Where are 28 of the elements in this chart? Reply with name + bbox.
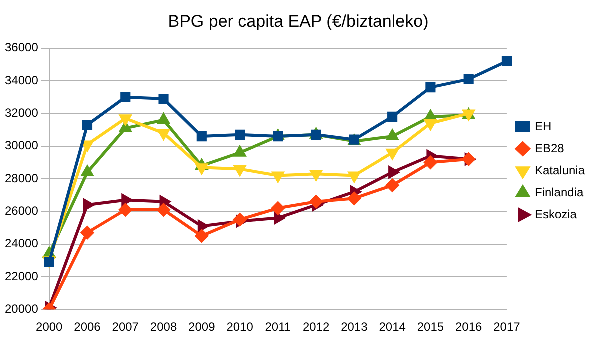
y-tick-label: 30000: [4, 138, 39, 153]
x-tick-label: 2014: [379, 320, 406, 334]
y-tick-label: 24000: [4, 236, 39, 251]
chart-title: BPG per capita EAP (€/biztanleko): [168, 12, 429, 31]
x-tick-label: 2010: [226, 320, 254, 334]
x-tick-label: 2015: [417, 320, 444, 334]
x-tick-label: 2017: [494, 320, 521, 334]
y-tick-label: 28000: [4, 171, 39, 186]
legend-label: EB28: [534, 141, 565, 156]
y-tick-label: 32000: [4, 106, 39, 120]
y-tick-label: 22000: [4, 269, 39, 284]
x-tick-label: 2008: [150, 320, 178, 334]
x-tick-label: 2013: [341, 320, 368, 334]
x-tick-label: 2016: [455, 320, 482, 334]
y-tick-label: 20000: [4, 302, 39, 316]
y-tick-label: 34000: [4, 73, 39, 88]
x-tick-label: 2007: [112, 320, 140, 334]
y-tick-label: 26000: [4, 204, 39, 218]
legend-label: Eskozia: [534, 207, 578, 222]
x-tick-label: 2012: [302, 320, 330, 334]
x-tick-label: 2009: [188, 320, 216, 334]
legend-label: Katalunia: [534, 163, 586, 178]
legend-label: Finlandia: [534, 185, 584, 200]
x-tick-label: 2011: [265, 320, 292, 334]
x-tick-label: 2006: [74, 320, 102, 334]
legend-label: EH: [534, 119, 552, 134]
y-tick-label: 36000: [4, 40, 39, 55]
x-tick-label: 2000: [36, 320, 64, 334]
